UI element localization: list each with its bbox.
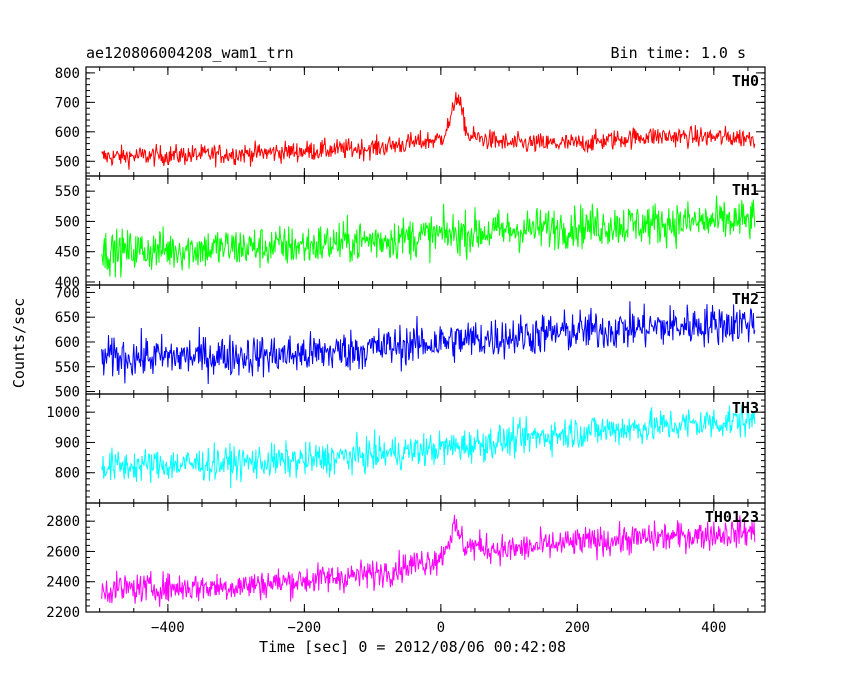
- y-tick-label: 600: [55, 335, 80, 351]
- y-tick-label: 650: [55, 310, 80, 326]
- panel-label: TH1: [732, 181, 759, 199]
- x-tick-label: 400: [701, 620, 726, 636]
- y-tick-label: 500: [55, 214, 80, 230]
- y-tick-label: 2200: [46, 605, 80, 621]
- y-tick-label: 800: [55, 466, 80, 482]
- y-tick-label: 550: [55, 184, 80, 200]
- x-tick-label: −400: [151, 620, 185, 636]
- y-tick-label: 900: [55, 435, 80, 451]
- panel-label: TH3: [732, 399, 759, 417]
- y-tick-label: 500: [55, 154, 80, 170]
- y-tick-label: 550: [55, 360, 80, 376]
- y-tick-label: 450: [55, 245, 80, 261]
- bin-time-label: Bin time: 1.0 s: [610, 44, 746, 62]
- x-tick-label: 200: [565, 620, 590, 636]
- y-tick-label: 600: [55, 125, 80, 141]
- y-tick-label: 2400: [46, 575, 80, 591]
- panel-th3: 800 900 1000 TH3: [46, 393, 766, 504]
- panel-frame: [85, 502, 766, 613]
- y-axis-title: Counts/sec: [10, 297, 29, 389]
- x-tick-label: −200: [288, 620, 322, 636]
- panel-th0: 500 600 700 800 TH0: [55, 66, 766, 177]
- series-line-th2: [101, 301, 756, 385]
- y-tick-label: 500: [55, 385, 80, 401]
- chart-title: ae120806004208_wam1_trn: [86, 44, 294, 62]
- series-line-th0: [101, 91, 756, 170]
- y-tick-label: 1000: [46, 405, 80, 421]
- y-tick-label: 2800: [46, 514, 80, 530]
- x-axis-title: Time [sec] 0 = 2012/08/06 00:42:08: [259, 638, 567, 656]
- y-tick-label: 800: [55, 66, 80, 82]
- x-tick-label: 0: [437, 620, 445, 636]
- panel-th1: 400 450 500 550 TH1: [55, 175, 766, 291]
- panel-th2: 500 550 600 650 700 TH2: [55, 284, 766, 401]
- y-tick-label: 400: [55, 275, 80, 291]
- y-tick-label: 700: [55, 95, 80, 111]
- y-tick-label: 700: [55, 285, 80, 301]
- panel-label: TH2: [732, 290, 759, 308]
- y-tick-label: 2600: [46, 544, 80, 560]
- series-line-th1: [101, 195, 756, 278]
- series-line-th3: [101, 401, 756, 489]
- panel-th0123: 2200 2400 2600 2800 TH0123: [46, 502, 766, 621]
- panel-label: TH0123: [705, 508, 759, 526]
- series-line-th0123: [101, 514, 756, 607]
- panel-label: TH0: [732, 72, 759, 90]
